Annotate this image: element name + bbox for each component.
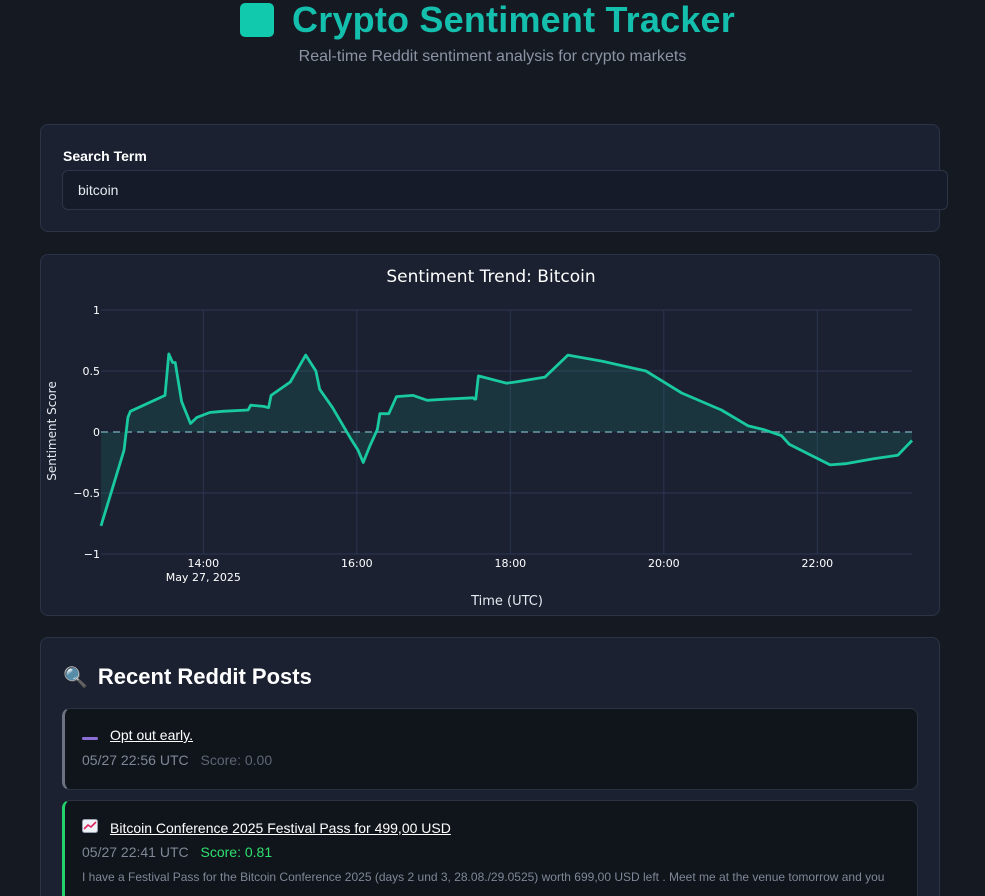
posts-section-label: Recent Reddit Posts [97,664,312,689]
x-tick-label: 14:00 [187,557,219,570]
chart-x-axis-label: Time (UTC) [470,594,543,609]
post-header: Opt out early. [82,727,193,743]
chart-y-ticks: 1 0.5 0 −0.5 −1 [73,304,100,561]
chart-data-points [100,353,913,527]
chart-y-axis-label: Sentiment Score [45,381,59,480]
page-subtitle: Real-time Reddit sentiment analysis for … [298,48,687,65]
page-title: Crypto Sentiment Tracker [292,0,735,40]
recent-posts-card: 🔍 Recent Reddit Posts Opt out early. 05/… [40,637,940,896]
y-tick-label: 1 [93,304,100,317]
title-row: Crypto Sentiment Tracker [0,0,985,40]
y-tick-label: −0.5 [73,487,100,500]
page-header: Crypto Sentiment Tracker Real-time Reddi… [0,0,985,66]
post-time: 05/27 22:56 UTC [82,752,189,768]
x-tick-label: 18:00 [494,557,526,570]
x-tick-label: 16:00 [341,557,373,570]
posts-section-title: 🔍 Recent Reddit Posts [63,664,312,690]
post-card: Opt out early. 05/27 22:56 UTC Score: 0.… [62,708,918,790]
post-header: Bitcoin Conference 2025 Festival Pass fo… [82,819,451,836]
sentiment-area [101,353,912,526]
y-tick-label: 0 [93,426,100,439]
post-meta: 05/27 22:56 UTC Score: 0.00 [82,752,272,768]
logo-icon [240,3,275,37]
x-tick-label: 20:00 [648,557,680,570]
post-title-link[interactable]: Bitcoin Conference 2025 Festival Pass fo… [110,819,451,836]
sentiment-chart: Sentiment Trend: Bitcoin Sentiment Score… [45,267,914,609]
post-score: Score: 0.00 [200,752,273,768]
trend-chart-icon [82,819,100,836]
post-meta: 05/27 22:41 UTC Score: 0.81 [82,844,272,860]
search-label: Search Term [63,148,147,164]
chart-title: Sentiment Trend: Bitcoin [386,267,595,287]
neutral-dash-icon [82,727,100,743]
post-score: Score: 0.81 [200,844,273,860]
search-card: Search Term [40,124,948,232]
magnifier-icon: 🔍 [63,666,88,689]
y-tick-label: −1 [84,548,100,561]
y-tick-label: 0.5 [83,365,101,378]
x-tick-label: 22:00 [801,557,833,570]
x-tick-date-label: May 27, 2025 [166,571,241,584]
post-title-link[interactable]: Opt out early. [110,727,194,743]
sentiment-chart-card: Sentiment Trend: Bitcoin Sentiment Score… [40,254,940,616]
post-time: 05/27 22:41 UTC [82,844,189,860]
search-input[interactable] [62,170,948,210]
post-card: Bitcoin Conference 2025 Festival Pass fo… [62,800,918,896]
post-body: I have a Festival Pass for the Bitcoin C… [82,870,885,884]
